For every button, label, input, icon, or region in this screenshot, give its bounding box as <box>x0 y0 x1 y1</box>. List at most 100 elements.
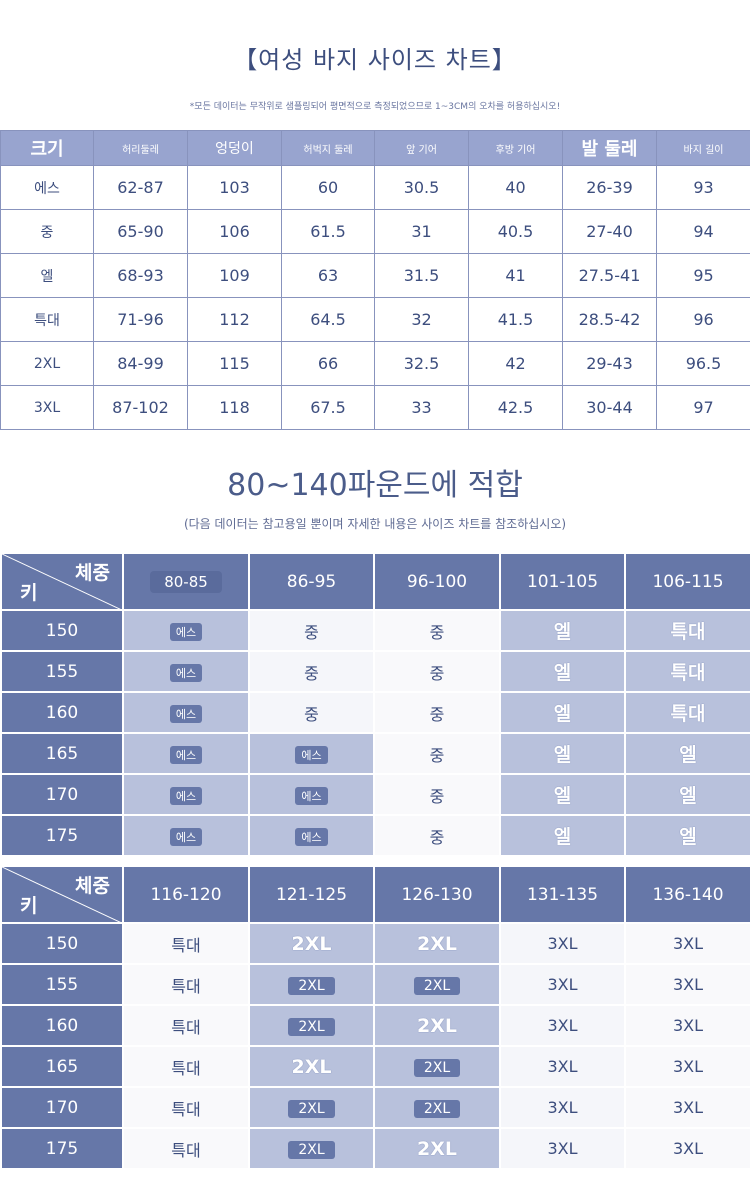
height-row-header: 165 <box>0 1045 124 1088</box>
recommended-size-label: 특대 <box>171 1099 201 1119</box>
recommended-size-label: 3XL <box>672 1016 704 1035</box>
recommended-size-cell: 에스 <box>122 814 250 857</box>
reference-note: (다음 데이터는 참고용일 뿐이며 자세한 내용은 사이즈 차트를 참조하십시오… <box>183 517 567 531</box>
measurement-cell: 65-90 <box>93 209 188 254</box>
recommended-size-cell: 에스 <box>122 732 250 775</box>
recommended-size-label: 2XL <box>417 932 457 955</box>
recommended-size-label: 2XL <box>288 1017 335 1036</box>
measurement-cell: 64.5 <box>281 297 375 342</box>
diagonal-line <box>2 554 124 611</box>
height-row: 160 특대 2XL 2XL 3XL 3XL <box>0 1004 750 1047</box>
measurement-cell: 32 <box>374 297 469 342</box>
recommended-size-label: 에스 <box>169 704 203 723</box>
height-row-header: 155 <box>0 650 124 693</box>
recommended-size-label: 2XL <box>417 1014 457 1037</box>
recommended-size-label: 3XL <box>547 1057 578 1076</box>
recommended-size-label: 3XL <box>672 1098 704 1117</box>
recommended-size-label: 2XL <box>291 932 332 955</box>
measurement-cell: 42.5 <box>468 385 563 430</box>
recommended-size-cell: 엘 <box>499 609 626 652</box>
recommended-size-cell: 3XL <box>499 1127 626 1170</box>
recommended-size-label: 에스 <box>169 786 203 805</box>
recommended-size-cell: 엘 <box>624 773 750 816</box>
recommended-size-label: 엘 <box>553 744 572 766</box>
recommended-size-label: 3XL <box>672 975 704 994</box>
measurement-cell: 93 <box>656 165 750 210</box>
recommended-size-cell: 2XL <box>248 922 375 965</box>
measurement-cell: 118 <box>187 385 282 430</box>
weight-header-row: 체중 키 116-120 121-125 126-130 131-135 136… <box>0 865 750 924</box>
height-row-header: 150 <box>0 609 124 652</box>
recommended-size-label: 3XL <box>547 934 578 953</box>
height-row-header: 165 <box>0 732 124 775</box>
recommended-size-cell: 중 <box>373 814 501 857</box>
height-row-header: 175 <box>0 1127 124 1170</box>
recommended-size-cell: 2XL <box>248 963 375 1006</box>
recommended-size-cell: 특대 <box>122 1127 250 1170</box>
measurement-cell: 66 <box>281 341 375 386</box>
recommended-size-label: 엘 <box>553 826 572 848</box>
height-row: 170 특대 2XL 2XL 3XL 3XL <box>0 1086 750 1129</box>
measurement-cell: 29-43 <box>562 341 657 386</box>
recommended-size-label: 2XL <box>417 1137 457 1160</box>
measurement-cell: 97 <box>656 385 750 430</box>
measurement-cell: 33 <box>374 385 469 430</box>
measurement-cell: 71-96 <box>93 297 188 342</box>
weight-range-title: 80~140파운드에 적합 <box>227 468 523 503</box>
measurement-cell: 67.5 <box>281 385 375 430</box>
col-header-hip: 엉덩이 <box>187 130 282 166</box>
measurement-cell: 41.5 <box>468 297 563 342</box>
measurement-cell: 32.5 <box>374 341 469 386</box>
recommended-size-cell: 3XL <box>624 1004 750 1047</box>
recommended-size-cell: 특대 <box>122 963 250 1006</box>
recommended-size-label: 중 <box>429 663 445 683</box>
measurement-cell: 96.5 <box>656 341 750 386</box>
recommended-size-cell: 특대 <box>122 1086 250 1129</box>
recommended-size-label: 특대 <box>670 621 706 643</box>
height-row: 165 특대 2XL 2XL 3XL 3XL <box>0 1045 750 1088</box>
recommended-size-cell: 특대 <box>122 1045 250 1088</box>
weight-col-header: 86-95 <box>248 552 375 611</box>
size-chart-header-row: 크기 허리둘레 엉덩이 허벅지 둘레 앞 기어 후방 기어 발 둘레 바지 길이 <box>0 130 750 166</box>
recommended-size-cell: 에스 <box>248 773 375 816</box>
recommended-size-label: 3XL <box>672 1139 704 1158</box>
height-row-header: 175 <box>0 814 124 857</box>
measurement-cell: 62-87 <box>93 165 188 210</box>
recommended-size-label: 3XL <box>547 975 578 994</box>
height-row: 160 에스 중 중 엘 특대 <box>0 691 750 734</box>
measurement-cell: 42 <box>468 341 563 386</box>
recommended-size-label: 엘 <box>679 744 697 766</box>
size-row: 엘 68-93 109 63 31.5 41 27.5-41 95 <box>0 253 750 298</box>
recommended-size-cell: 2XL <box>373 922 501 965</box>
recommended-size-cell: 중 <box>248 691 375 734</box>
measurement-cell: 31.5 <box>374 253 469 298</box>
measurement-cell: 26-39 <box>562 165 657 210</box>
weight-header-row: 체중 키 80-85 86-95 96-100 101-105 106-115 <box>0 552 750 611</box>
recommended-size-label: 특대 <box>171 935 201 955</box>
recommended-size-cell: 3XL <box>624 1086 750 1129</box>
col-header-waist: 허리둘레 <box>93 130 188 166</box>
recommended-size-label: 엘 <box>553 703 572 725</box>
recommended-size-label: 3XL <box>672 934 704 953</box>
recommended-size-label: 3XL <box>672 1057 704 1076</box>
weight-col-header: 101-105 <box>499 552 626 611</box>
weight-height-table-2: 체중 키 116-120 121-125 126-130 131-135 136… <box>0 865 750 1170</box>
height-row: 150 특대 2XL 2XL 3XL 3XL <box>0 922 750 965</box>
height-row: 155 특대 2XL 2XL 3XL 3XL <box>0 963 750 1006</box>
recommended-size-cell: 엘 <box>499 691 626 734</box>
weight-label: 체중 <box>75 875 110 897</box>
measurement-cell: 30.5 <box>374 165 469 210</box>
height-row-header: 170 <box>0 773 124 816</box>
recommended-size-cell: 2XL <box>248 1045 375 1088</box>
recommended-size-label: 3XL <box>547 1098 578 1117</box>
height-row-header: 170 <box>0 1086 124 1129</box>
recommended-size-cell: 중 <box>373 650 501 693</box>
recommended-size-label: 에스 <box>169 622 203 641</box>
size-row: 중 65-90 106 61.5 31 40.5 27-40 94 <box>0 209 750 254</box>
measurement-cell: 95 <box>656 253 750 298</box>
height-row: 170 에스 에스 중 엘 엘 <box>0 773 750 816</box>
measurement-cell: 30-44 <box>562 385 657 430</box>
recommended-size-label: 엘 <box>553 662 572 684</box>
recommended-size-label: 특대 <box>670 703 706 725</box>
recommended-size-label: 3XL <box>547 1016 578 1035</box>
